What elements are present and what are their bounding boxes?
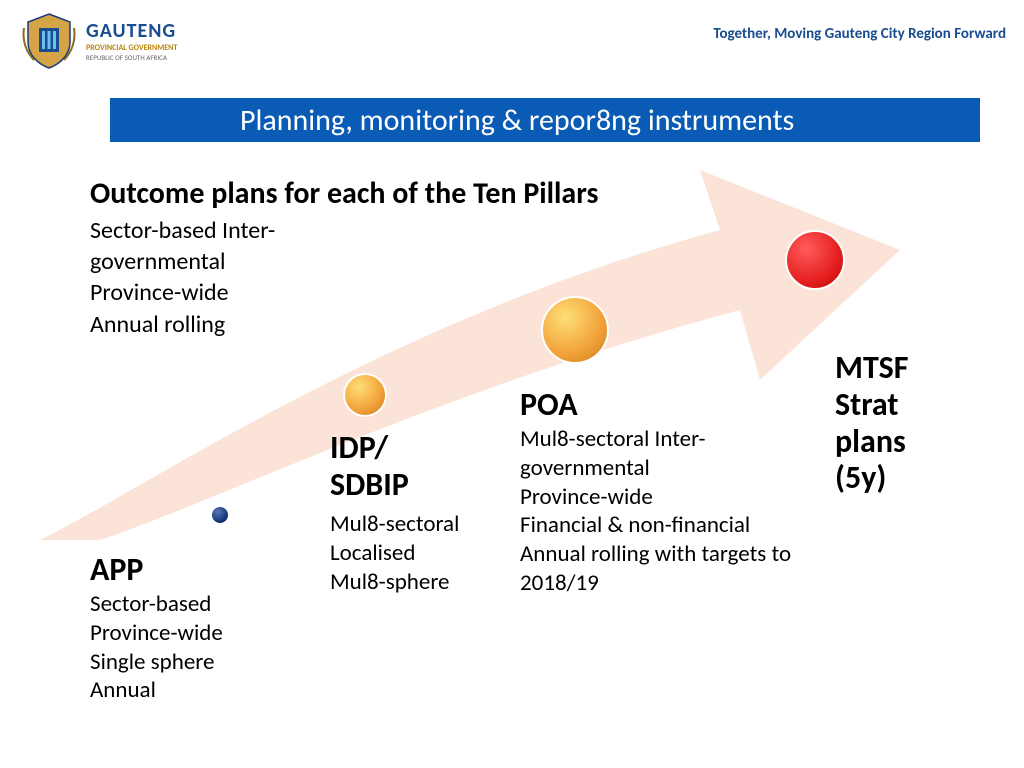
- slogan-text: Together, Moving Gauteng City Region For…: [713, 25, 1006, 43]
- slide-header: GAUTENG PROVINCIAL GOVERNMENT REPUBLIC O…: [0, 0, 1024, 80]
- progress-dot-3: [785, 230, 845, 290]
- app-title: APP: [90, 550, 143, 589]
- section-title: Outcome plans for each of the Ten Pillar…: [90, 175, 598, 212]
- title-bar: Planning, monitoring & repor8ng instrume…: [110, 98, 980, 142]
- logo-main-text: GAUTENG: [86, 19, 177, 43]
- poa-title: POA: [520, 385, 578, 424]
- progress-dot-0: [210, 505, 230, 525]
- logo-text: GAUTENG PROVINCIAL GOVERNMENT REPUBLIC O…: [86, 19, 177, 62]
- idp-title: IDP/SDBIP: [330, 430, 409, 504]
- mtsf-title: MTSFStratplans(5y): [835, 350, 1005, 497]
- progress-dot-2: [541, 296, 609, 364]
- crest-icon: [20, 10, 78, 70]
- progress-dot-1: [343, 373, 387, 417]
- idp-desc: Mul8-sectoralLocalisedMul8-sphere: [330, 510, 510, 596]
- app-desc: Sector-basedProvince-wideSingle sphereAn…: [90, 590, 300, 705]
- logo-block: GAUTENG PROVINCIAL GOVERNMENT REPUBLIC O…: [20, 10, 177, 70]
- logo-sub1-text: PROVINCIAL GOVERNMENT: [86, 43, 177, 53]
- title-text: Planning, monitoring & repor8ng instrume…: [240, 102, 794, 139]
- logo-sub2-text: REPUBLIC OF SOUTH AFRICA: [86, 53, 177, 62]
- outcome-description: Sector-based Inter-governmentalProvince-…: [90, 215, 370, 340]
- poa-desc: Mul8-sectoral Inter-governmentalProvince…: [520, 425, 810, 598]
